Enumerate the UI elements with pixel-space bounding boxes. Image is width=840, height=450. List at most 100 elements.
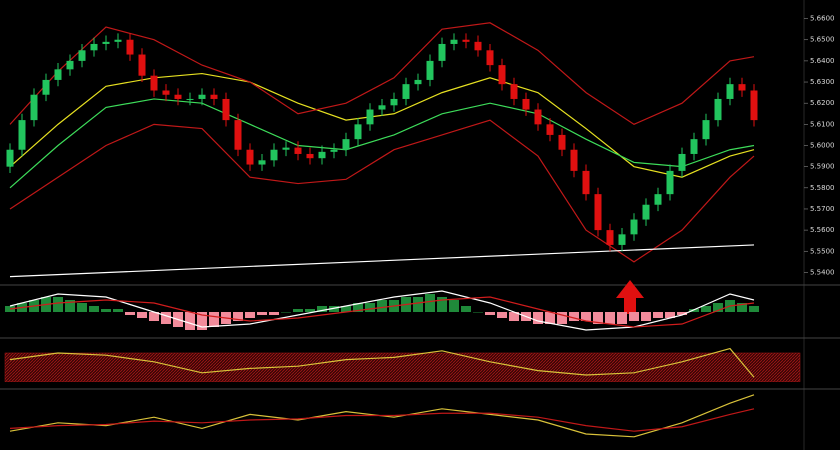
histogram-bar — [449, 300, 459, 312]
candle-body — [30, 94, 38, 121]
histogram-bar — [341, 306, 351, 312]
candle-body — [342, 139, 350, 150]
histogram-bar — [737, 303, 747, 312]
candle-body — [390, 98, 398, 106]
y-tick-label: 5.6500 — [810, 36, 835, 44]
histogram-bar — [209, 312, 219, 327]
candle-body — [486, 50, 494, 66]
indicator-line — [9, 408, 755, 432]
histogram-bar — [185, 312, 195, 330]
candle-body — [570, 149, 578, 171]
indicator-line — [9, 244, 755, 278]
candle-body — [594, 194, 602, 231]
candle-body — [654, 194, 662, 205]
histogram-bar — [569, 312, 579, 321]
candle-body — [246, 149, 254, 165]
histogram-bar — [245, 312, 255, 318]
histogram-bar — [281, 312, 291, 313]
histogram-bar — [101, 309, 111, 312]
histogram-bar — [677, 312, 687, 315]
indicator-line — [9, 290, 755, 331]
candle-body — [78, 50, 86, 61]
histogram-bar — [125, 312, 135, 315]
histogram-bar — [497, 312, 507, 318]
candle-body — [66, 60, 74, 70]
candle-body — [174, 94, 182, 99]
indicator-line — [9, 98, 755, 189]
histogram-bar — [473, 312, 483, 313]
histogram-bar — [317, 306, 327, 312]
candle-body — [114, 39, 122, 42]
indicator-line — [9, 72, 755, 178]
candle-body — [150, 75, 158, 91]
y-tick-label: 5.5700 — [810, 205, 835, 213]
candle-body — [630, 219, 638, 235]
histogram-bar — [485, 312, 495, 315]
histogram-bar — [89, 306, 99, 312]
y-tick-label: 5.6200 — [810, 99, 835, 107]
candle-body — [378, 105, 386, 110]
histogram-bar — [593, 312, 603, 324]
candle-body — [450, 39, 458, 44]
histogram-bar — [293, 309, 303, 312]
candle-body — [714, 98, 722, 121]
candle-body — [462, 39, 470, 42]
candle-body — [606, 230, 614, 245]
candle-body — [678, 153, 686, 171]
candle-body — [474, 41, 482, 51]
candle-body — [666, 170, 674, 195]
histogram-bar — [413, 297, 423, 312]
candle-body — [366, 109, 374, 125]
indicator-line — [9, 394, 755, 438]
y-tick-label: 5.6400 — [810, 57, 835, 65]
histogram-bar — [437, 297, 447, 312]
candle-body — [186, 98, 194, 100]
histogram-bar — [653, 312, 663, 318]
histogram-bar — [53, 297, 63, 312]
indicator-line — [9, 296, 755, 328]
y-tick-label: 5.5400 — [810, 268, 835, 276]
candle-body — [582, 170, 590, 195]
candle-body — [90, 43, 98, 51]
y-tick-label: 5.5500 — [810, 247, 835, 255]
candle-body — [18, 120, 26, 150]
candle-body — [270, 149, 278, 161]
candle-body — [750, 90, 758, 121]
candle-body — [642, 204, 650, 220]
candle-body — [222, 98, 230, 121]
histogram-bar — [557, 312, 567, 324]
candle-body — [258, 160, 266, 165]
candle-body — [438, 43, 446, 61]
candle-body — [534, 109, 542, 125]
histogram-bar — [77, 303, 87, 312]
histogram-bar — [149, 312, 159, 321]
histogram-bar — [617, 312, 627, 324]
histogram-bar — [713, 303, 723, 312]
signal-arrow — [616, 280, 644, 314]
candle-body — [282, 147, 290, 150]
candle-body — [6, 149, 14, 167]
histogram-bar — [425, 294, 435, 312]
histogram-bar — [377, 300, 387, 312]
histogram-bar — [509, 312, 519, 321]
candle-body — [558, 134, 566, 150]
indicator-line — [9, 347, 755, 378]
y-tick-label: 5.5600 — [810, 226, 835, 234]
candle-body — [702, 120, 710, 140]
y-tick-label: 5.5800 — [810, 184, 835, 192]
candle-body — [510, 84, 518, 99]
y-tick-label: 5.6100 — [810, 120, 835, 128]
y-tick-label: 5.6000 — [810, 142, 835, 150]
candle-body — [738, 84, 746, 91]
histogram-bar — [137, 312, 147, 318]
candle-body — [318, 151, 326, 159]
indicator-line — [9, 22, 755, 126]
histogram-bar — [257, 312, 267, 315]
histogram-bar — [269, 312, 279, 315]
y-tick-label: 5.6600 — [810, 15, 835, 23]
histogram-bar — [197, 312, 207, 330]
histogram-bar — [605, 312, 615, 324]
y-tick-label: 5.5900 — [810, 163, 835, 171]
